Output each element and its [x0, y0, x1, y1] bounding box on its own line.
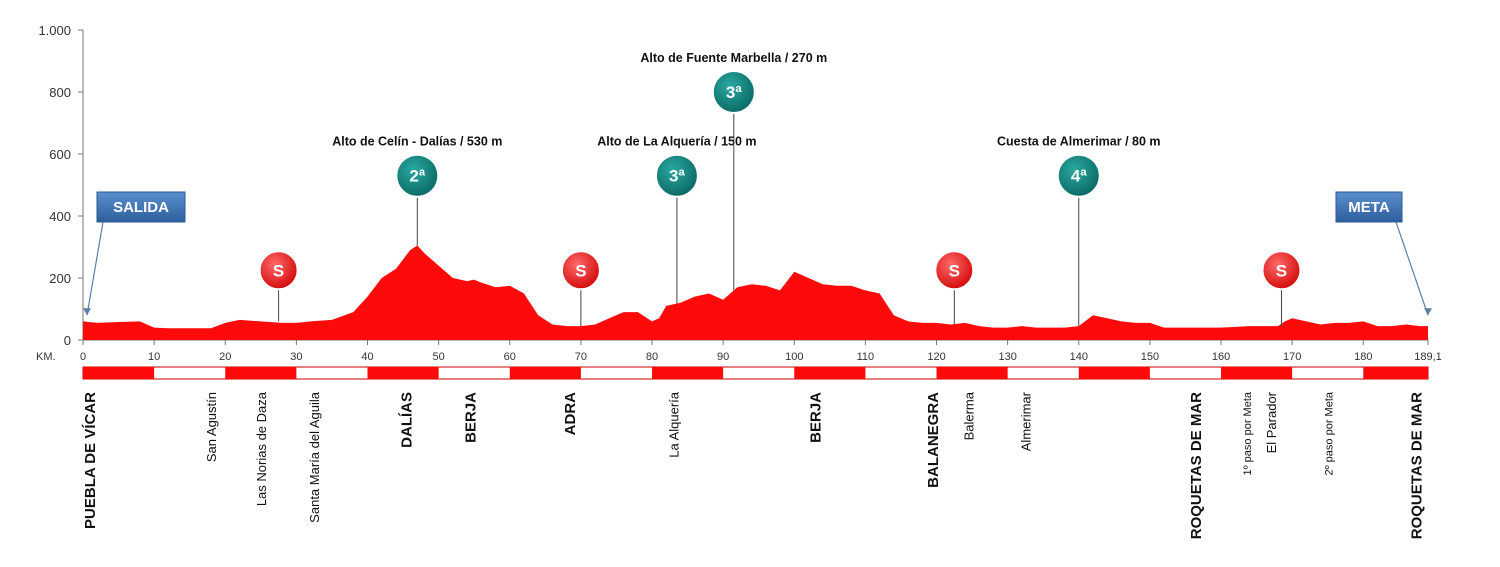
sprint-badge [1261, 250, 1302, 291]
y-tick-label: 200 [49, 271, 71, 286]
town-label: ROQUETAS DE MAR [1409, 392, 1426, 539]
sprint-badge [934, 250, 975, 291]
sprint-label: S [1276, 261, 1287, 280]
sprint-label: S [273, 261, 284, 280]
y-tick-label: 600 [49, 147, 71, 162]
elevation-profile-area [83, 245, 1428, 340]
town-label: El Parador [1264, 391, 1279, 453]
x-tick-label: 30 [290, 351, 302, 363]
climb-name-label: Alto de Celín - Dalías / 530 m [332, 135, 502, 149]
town-label: ROQUETAS DE MAR [1188, 392, 1205, 539]
x-tick-label: 70 [575, 351, 587, 363]
finish-flag-pointer [1395, 221, 1429, 316]
start-flag-box [96, 191, 186, 223]
town-labels: PUEBLA DE VÍCAR San Agustín Las Norias de … [82, 391, 1426, 539]
km-bar-segment [83, 367, 155, 379]
finish-flag-arrow [1424, 308, 1432, 316]
climb-category-badge [1056, 153, 1101, 198]
y-tick-label: 400 [49, 209, 71, 224]
km-scale-bar [82, 366, 1429, 380]
town-label: Almerimar [1018, 391, 1033, 451]
start-flag-arrow [83, 308, 91, 316]
town-label: La Alquería [666, 391, 681, 458]
x-tick-label: 150 [1141, 351, 1159, 363]
town-label: BALANEGRA [925, 392, 942, 488]
x-tick-label: 140 [1070, 351, 1088, 363]
town-label: BERJA [463, 392, 480, 443]
climb-name-label: Alto de La Alquería / 150 m [597, 135, 756, 149]
x-tick-label: 100 [785, 351, 803, 363]
climb-category-label: 4ª [1071, 167, 1087, 186]
climb-category-badge [654, 153, 699, 198]
x-tick-label: 50 [433, 351, 445, 363]
markers: 2ª Alto de Celín - Dalías / 530 m 3ª Alto d… [83, 51, 1432, 327]
y-tick-label: 0 [64, 333, 71, 348]
x-tick-label: 180 [1354, 351, 1372, 363]
sprint-label: S [575, 261, 586, 280]
x-tick-label: 110 [857, 351, 875, 363]
climb-category-label: 2ª [409, 167, 425, 186]
km-bar-segment [936, 367, 1008, 379]
start-flag-label: SALIDA [113, 199, 169, 216]
km-bar-segment [367, 367, 439, 379]
climb-category-label: 3ª [669, 167, 685, 186]
km-bar-segment [509, 367, 581, 379]
climb-category-badge [711, 70, 756, 114]
x-axis-label: KM. [36, 351, 56, 363]
sprint-label: S [949, 261, 960, 280]
x-tick-label: 20 [219, 351, 231, 363]
finish-flag-box [1335, 191, 1403, 223]
km-bar-segment [225, 367, 297, 379]
climb-name-label: Alto de Fuente Marbella / 270 m [640, 51, 827, 65]
km-bar-segment [794, 367, 866, 379]
town-label: 2º paso por Meta [1324, 391, 1336, 475]
town-label: San Agustín [204, 392, 219, 462]
km-bar-segment [1078, 367, 1150, 379]
climb-category-label: 3ª [726, 83, 742, 102]
profile-layer [83, 245, 1428, 340]
km-bar-segment [652, 367, 724, 379]
x-tick-label: 160 [1212, 351, 1230, 363]
town-label: Santa María del Aguila [307, 391, 322, 523]
town-label: Las Norias de Daza [254, 391, 269, 506]
x-tick-label: 10 [148, 351, 160, 363]
town-label: PUEBLA DE VÍCAR [82, 392, 99, 529]
y-tick-label: 1.000 [38, 23, 71, 38]
x-tick-label: 0 [80, 351, 86, 363]
x-tick-label: 80 [646, 351, 658, 363]
km-bar-segment [1221, 367, 1293, 379]
x-tick-label: 60 [504, 351, 516, 363]
sprint-badge [258, 250, 299, 291]
town-label: 1º paso por Meta [1242, 391, 1254, 475]
start-flag-pointer [86, 221, 104, 316]
town-label: Balerma [962, 391, 977, 440]
sprint-badge [560, 250, 601, 291]
x-tick-label: 170 [1283, 351, 1301, 363]
x-tick-label: 90 [717, 351, 729, 363]
x-tick-label: 130 [998, 351, 1016, 363]
climb-category-badge [395, 153, 440, 198]
town-label: ADRA [562, 392, 579, 435]
y-tick-label: 800 [49, 85, 71, 100]
finish-flag-label: META [1348, 199, 1390, 216]
x-tick-label: 40 [361, 351, 373, 363]
climb-name-label: Cuesta de Almerimar / 80 m [997, 135, 1161, 149]
town-label: DALÍAS [399, 392, 416, 448]
x-tick-label: 189,1 [1414, 351, 1442, 363]
x-tick-label: 120 [927, 351, 945, 363]
km-bar-segment [1363, 367, 1428, 379]
town-label: BERJA [808, 392, 825, 443]
